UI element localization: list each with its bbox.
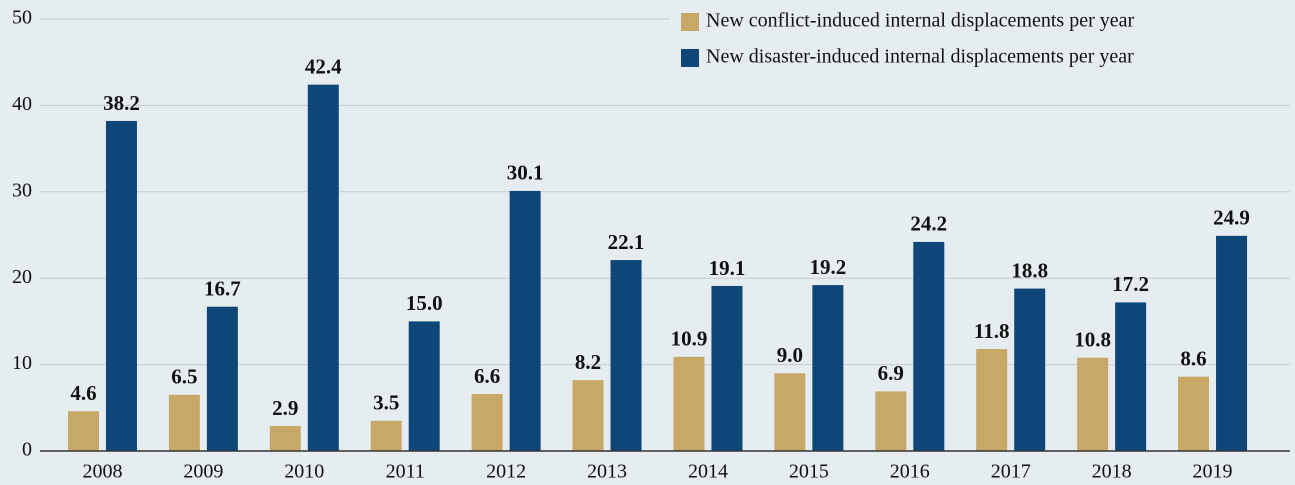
value-label: 30.1 (507, 161, 544, 185)
bar (168, 394, 200, 451)
x-tick-label: 2008 (82, 461, 122, 483)
value-label: 24.9 (1213, 206, 1250, 230)
value-label: 6.6 (474, 364, 500, 388)
value-label: 19.1 (709, 256, 746, 280)
value-label: 24.2 (910, 212, 947, 236)
value-label: 19.2 (810, 255, 847, 279)
x-tick-label: 2014 (688, 461, 728, 483)
legend-label: New disaster-induced internal displaceme… (706, 46, 1134, 68)
legend-swatch (681, 13, 699, 31)
value-label: 6.5 (171, 365, 197, 389)
y-tick-label: 10 (12, 352, 32, 374)
value-label: 15.0 (406, 291, 443, 315)
bar (673, 356, 705, 451)
value-label: 42.4 (305, 54, 342, 78)
value-label: 18.8 (1011, 258, 1048, 282)
value-label: 4.6 (70, 381, 96, 405)
value-label: 2.9 (272, 396, 298, 420)
legend-background (670, 2, 1290, 80)
value-label: 8.6 (1180, 347, 1206, 371)
bar (509, 190, 541, 451)
y-tick-label: 20 (12, 266, 32, 288)
bar (67, 411, 99, 451)
value-label: 38.2 (103, 91, 140, 115)
bar (269, 425, 301, 451)
x-tick-label: 2009 (183, 461, 223, 483)
y-tick-label: 0 (22, 439, 32, 461)
value-label: 17.2 (1112, 272, 1149, 296)
x-tick-label: 2018 (1092, 461, 1132, 483)
y-tick-label: 40 (12, 93, 32, 115)
legend-swatch (681, 49, 699, 67)
x-tick-label: 2016 (890, 461, 930, 483)
x-tick-label: 2019 (1193, 461, 1233, 483)
value-label: 22.1 (608, 230, 645, 254)
bar (471, 393, 503, 451)
bar (370, 420, 402, 451)
bar (1115, 302, 1147, 451)
x-tick-label: 2017 (991, 461, 1031, 483)
y-tick-label: 50 (12, 7, 32, 29)
value-label: 10.8 (1074, 328, 1111, 352)
value-label: 8.2 (575, 350, 601, 374)
bar (1077, 357, 1109, 451)
value-label: 9.0 (777, 343, 803, 367)
x-tick-label: 2013 (587, 461, 627, 483)
bar (408, 321, 440, 451)
bar (1178, 376, 1210, 451)
bar (774, 373, 806, 451)
bar (1216, 235, 1248, 451)
bar (105, 120, 137, 452)
bar (913, 241, 945, 451)
value-label: 11.8 (974, 319, 1010, 343)
bar (711, 285, 743, 451)
bar (976, 349, 1008, 451)
bar (206, 306, 238, 451)
bar (572, 380, 604, 451)
value-label: 10.9 (671, 327, 708, 351)
bar (307, 84, 339, 451)
bar (875, 391, 907, 451)
x-tick-label: 2012 (486, 461, 526, 483)
y-tick-label: 30 (12, 179, 32, 201)
bar (812, 285, 844, 451)
bar (1014, 288, 1046, 451)
x-tick-label: 2010 (284, 461, 324, 483)
x-tick-label: 2015 (789, 461, 829, 483)
value-label: 6.9 (878, 361, 904, 385)
value-label: 16.7 (204, 277, 241, 301)
bar (610, 260, 642, 451)
value-label: 3.5 (373, 391, 399, 415)
x-tick-label: 2011 (386, 461, 425, 483)
legend-label: New conflict-induced internal displaceme… (706, 10, 1134, 32)
